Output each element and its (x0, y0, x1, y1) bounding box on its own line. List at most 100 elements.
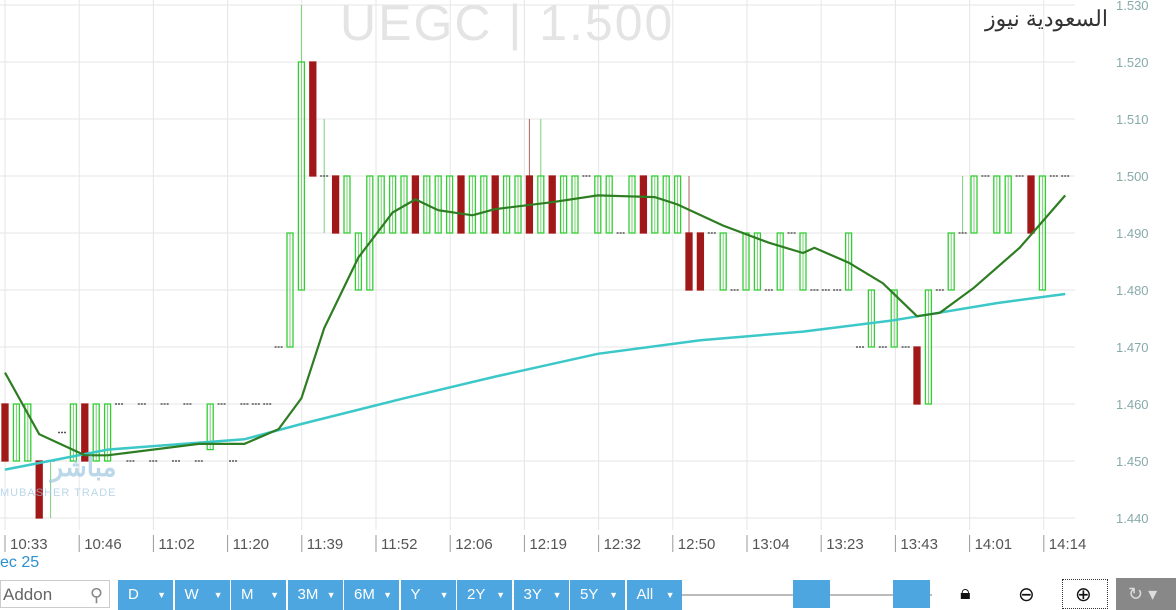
chevron-down-icon[interactable]: ▼ (496, 590, 505, 600)
range-button-m[interactable]: M ▼ (231, 580, 286, 610)
candle-up (970, 175, 978, 234)
candle-down (309, 61, 317, 177)
candle-up (594, 175, 602, 234)
candle-down (411, 175, 420, 234)
candle-up (1004, 175, 1012, 234)
x-tick-label: 11:39 (307, 536, 343, 552)
chevron-down-icon[interactable]: ▼ (439, 590, 449, 600)
candle-up (366, 175, 374, 291)
range-slider-handle-end[interactable] (893, 580, 930, 608)
candle-up (651, 175, 659, 234)
y-tick-label: 1.440 (1116, 511, 1149, 526)
candle-down (331, 175, 340, 234)
site-watermark: السعودية نيوز (985, 6, 1108, 31)
candle-up (103, 403, 112, 462)
candle-up (377, 175, 385, 234)
refresh-icon: ↻ ▾ (1128, 584, 1158, 604)
range-button-3m[interactable]: 3M ▼ (287, 580, 343, 610)
x-tick-label: 11:02 (158, 536, 194, 552)
chevron-down-icon[interactable]: ▼ (270, 590, 279, 600)
chevron-down-icon[interactable]: ▼ (609, 590, 618, 600)
x-tick-label: 10:46 (84, 536, 122, 552)
candle-up (559, 175, 568, 234)
candle-up (468, 175, 477, 234)
range-button-6m[interactable]: 6M ▼ (344, 580, 399, 610)
candle-up (206, 403, 214, 451)
symbol-watermark: UEGC | 1.500 (340, 0, 675, 51)
logo-english: MUBASHER TRADE (0, 487, 117, 499)
candle-up (69, 403, 78, 462)
x-tick-label: 11:52 (381, 536, 417, 552)
candle-up (286, 232, 294, 348)
candle-up (12, 403, 21, 462)
chevron-down-icon[interactable]: ▼ (157, 590, 166, 600)
range-label: D (128, 586, 139, 603)
candle-down (548, 175, 556, 234)
candle-up (993, 175, 1001, 234)
search-icon[interactable]: ⚲ (89, 585, 103, 605)
candle-down (35, 460, 43, 519)
range-label: 3M (297, 586, 319, 603)
range-label: W (184, 586, 199, 603)
chevron-down-icon[interactable]: ▼ (213, 590, 223, 600)
candle-down (639, 175, 648, 234)
range-button-all[interactable]: All ▼ (626, 580, 682, 610)
range-label: 3Y (523, 586, 542, 603)
x-tick-label: 14:14 (1049, 536, 1087, 552)
candle-up (924, 289, 933, 405)
candle-up (434, 175, 442, 234)
refresh-button[interactable]: ↻ ▾ (1116, 578, 1176, 610)
candle-down (685, 232, 693, 291)
candle-up (502, 175, 511, 234)
ma-short-line (4, 194, 1067, 457)
candle-down (1027, 175, 1035, 234)
candle-up (1038, 175, 1047, 291)
candle-up (92, 403, 100, 462)
chevron-down-icon[interactable]: ▼ (383, 590, 392, 600)
y-tick-label: 1.460 (1116, 397, 1149, 412)
date-label: ec 25 (0, 554, 40, 571)
candle-up (776, 232, 784, 291)
y-tick-label: 1.520 (1116, 55, 1149, 70)
chevron-down-icon[interactable]: ▼ (552, 590, 562, 600)
x-tick-label: 13:04 (752, 536, 790, 552)
range-button-d[interactable]: D ▼ (118, 580, 173, 610)
addon-search-placeholder: Addon (3, 585, 53, 604)
logo-arabic: مباشر (50, 452, 117, 482)
x-tick-label: 10:33 (10, 536, 48, 552)
x-tick-label: 14:01 (975, 536, 1013, 552)
candle-down (913, 346, 921, 405)
range-slider-handle-start[interactable] (793, 580, 830, 608)
candle-up (445, 175, 454, 234)
candle-up (297, 61, 306, 291)
chevron-down-icon[interactable]: ▼ (665, 590, 675, 600)
range-button-3y[interactable]: 3Y ▼ (513, 580, 569, 610)
candle-up (947, 232, 955, 291)
chevron-down-icon[interactable]: ▼ (326, 590, 336, 600)
y-tick-label: 1.510 (1116, 112, 1149, 127)
range-button-y[interactable]: Y ▼ (400, 580, 456, 610)
x-tick-label: 13:43 (900, 536, 938, 552)
range-button-2y[interactable]: 2Y ▼ (457, 580, 512, 610)
candle-up (628, 175, 636, 234)
candle-up (571, 175, 579, 234)
candle-up (605, 175, 613, 234)
candle-down (1, 403, 9, 462)
x-tick-label: 13:23 (826, 536, 864, 552)
candle-up (867, 289, 876, 348)
addon-search-input[interactable]: Addon ⚲ (0, 580, 110, 608)
candle-up (799, 232, 807, 291)
range-label: 2Y (467, 586, 486, 603)
y-tick-label: 1.500 (1116, 169, 1149, 184)
candle-down (81, 403, 89, 462)
candle-down (457, 175, 465, 234)
range-button-w[interactable]: W ▼ (174, 580, 230, 610)
candle-up (24, 403, 32, 462)
range-button-5y[interactable]: 5Y ▼ (570, 580, 625, 610)
zoom-in-button[interactable]: ⊕ (1062, 579, 1108, 609)
x-tick-label: 12:19 (529, 536, 567, 552)
range-label: Y (410, 586, 421, 603)
x-tick-label: 12:32 (604, 536, 642, 552)
zoom-out-icon[interactable]: ⊖ (1018, 584, 1035, 606)
lock-icon[interactable]: 🔒︎ (960, 582, 971, 604)
